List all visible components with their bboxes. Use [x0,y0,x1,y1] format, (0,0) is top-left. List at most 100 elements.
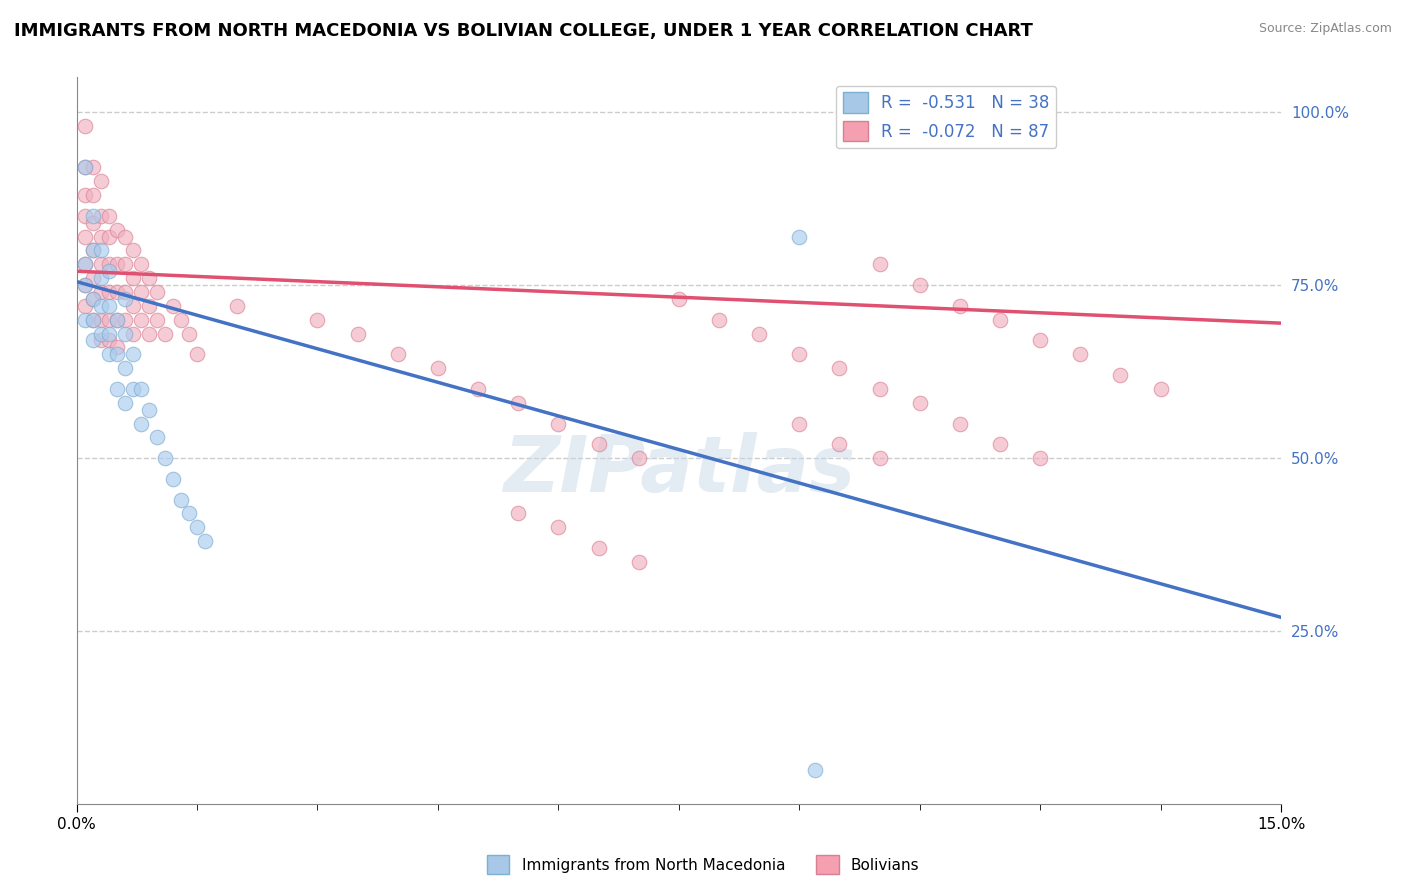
Point [97,264,120,278]
Point [90,312,112,326]
Point [82,209,104,223]
Point [1029,334,1052,348]
Point [73,161,96,175]
Point [170,492,193,507]
Point [97,285,120,299]
Point [668,292,690,306]
Point [73,278,96,293]
Point [988,437,1011,451]
Point [177,507,200,521]
Point [129,257,152,271]
Point [114,285,136,299]
Point [97,209,120,223]
Point [121,382,143,396]
Point [73,188,96,202]
Point [748,326,770,341]
Point [787,417,810,431]
Point [547,520,569,534]
Point [90,244,112,258]
Point [73,257,96,271]
Point [90,299,112,313]
Point [97,326,120,341]
Point [588,437,610,451]
Point [1029,451,1052,466]
Point [121,271,143,285]
Point [170,312,193,326]
Point [1069,347,1091,361]
Point [90,334,112,348]
Point [82,244,104,258]
Point [82,161,104,175]
Point [73,312,96,326]
Point [627,451,650,466]
Legend: Immigrants from North Macedonia, Bolivians: Immigrants from North Macedonia, Bolivia… [481,849,925,880]
Point [869,257,891,271]
Point [121,299,143,313]
Point [146,312,169,326]
Point [307,312,329,326]
Point [1109,368,1132,382]
Legend: R =  -0.531   N = 38, R =  -0.072   N = 87: R = -0.531 N = 38, R = -0.072 N = 87 [837,86,1056,148]
Point [346,326,368,341]
Point [82,334,104,348]
Point [387,347,409,361]
Point [828,437,851,451]
Point [508,507,530,521]
Point [90,209,112,223]
Point [804,763,827,777]
Point [153,451,176,466]
Point [186,520,208,534]
Point [105,347,128,361]
Point [97,257,120,271]
Point [105,257,128,271]
Point [90,271,112,285]
Point [114,361,136,376]
Point [114,257,136,271]
Point [146,430,169,444]
Point [105,312,128,326]
Point [73,119,96,133]
Point [90,326,112,341]
Point [547,417,569,431]
Point [82,312,104,326]
Point [82,312,104,326]
Point [508,396,530,410]
Point [121,326,143,341]
Point [82,292,104,306]
Point [787,347,810,361]
Point [73,161,96,175]
Point [114,326,136,341]
Point [105,382,128,396]
Point [949,417,972,431]
Point [129,382,152,396]
Point [146,285,169,299]
Point [73,229,96,244]
Point [908,278,931,293]
Point [105,285,128,299]
Point [787,229,810,244]
Point [138,271,160,285]
Point [988,312,1011,326]
Point [105,223,128,237]
Point [129,312,152,326]
Point [467,382,489,396]
Point [707,312,730,326]
Point [105,340,128,354]
Point [121,347,143,361]
Point [426,361,449,376]
Point [97,312,120,326]
Point [869,382,891,396]
Point [1149,382,1171,396]
Point [114,312,136,326]
Point [97,334,120,348]
Point [129,417,152,431]
Point [162,472,184,486]
Point [73,209,96,223]
Point [129,285,152,299]
Point [82,292,104,306]
Point [90,257,112,271]
Point [114,229,136,244]
Point [97,229,120,244]
Point [90,229,112,244]
Point [82,271,104,285]
